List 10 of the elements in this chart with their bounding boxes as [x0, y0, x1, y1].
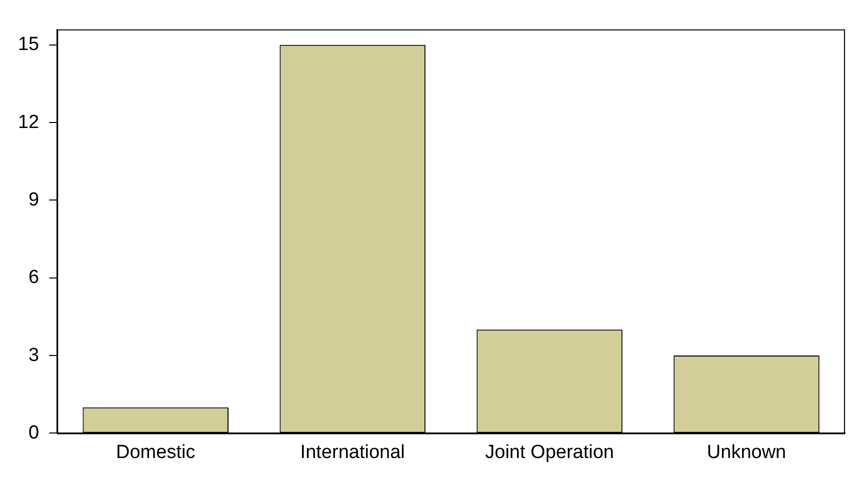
y-tick-label: 0 — [28, 422, 40, 444]
y-tick-label: 6 — [28, 267, 40, 288]
x-tick-label: Joint Operation — [485, 442, 614, 463]
y-tick-label: 12 — [18, 112, 40, 133]
x-tick-label: International — [300, 442, 405, 463]
y-tick-label: 9 — [28, 189, 40, 210]
x-tick-label: Domestic — [116, 442, 196, 463]
y-tick-label: 15 — [18, 34, 40, 56]
x-tick-label: Unknown — [706, 442, 786, 463]
y-tick-label: 3 — [28, 344, 40, 366]
